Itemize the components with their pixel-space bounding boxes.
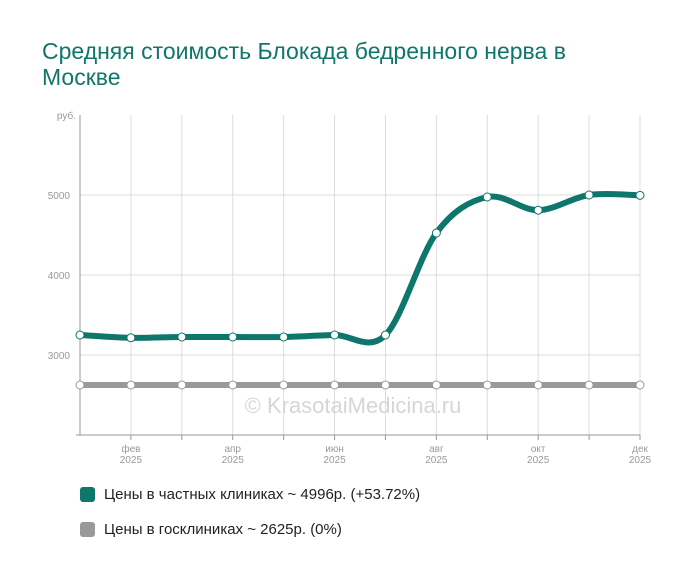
data-point [482, 192, 492, 202]
x-tick-label: апр [224, 444, 241, 455]
x-tick-year: 2025 [629, 455, 652, 466]
x-tick-year: 2025 [323, 455, 346, 466]
data-point [330, 380, 340, 390]
legend-swatch [80, 522, 95, 537]
y-axis-unit: руб. [57, 110, 76, 122]
data-point [228, 332, 238, 342]
data-point [584, 190, 594, 200]
chart-title: Средняя стоимость Блокада бедренного нер… [42, 38, 566, 90]
data-point [126, 380, 136, 390]
x-tick-year: 2025 [120, 455, 143, 466]
y-tick-label: 3000 [48, 351, 71, 362]
x-tick-year: 2025 [527, 455, 550, 466]
x-tick-year: 2025 [222, 455, 245, 466]
data-point [279, 332, 289, 342]
legend-label: Цены в частных клиниках ~ 4996р. (+53.72… [104, 486, 421, 503]
data-point [533, 380, 543, 390]
data-point [635, 190, 645, 200]
x-tick-year: 2025 [425, 455, 448, 466]
data-point [330, 330, 340, 340]
data-point [431, 228, 441, 238]
x-tick-label: дек [632, 444, 648, 455]
data-point [228, 380, 238, 390]
x-tick-label: окт [531, 444, 546, 455]
data-point [584, 380, 594, 390]
data-point [431, 380, 441, 390]
data-point [177, 380, 187, 390]
watermark: © KrasotaiMedicina.ru [245, 393, 462, 418]
data-point [279, 380, 289, 390]
data-point [380, 330, 390, 340]
data-point [533, 205, 543, 215]
data-point [380, 380, 390, 390]
series-line [77, 190, 643, 346]
legend-label: Цены в госклиниках ~ 2625р. (0%) [104, 521, 342, 538]
data-point [635, 380, 645, 390]
x-tick-label: авг [429, 444, 444, 455]
y-tick-label: 5000 [48, 191, 71, 202]
legend-swatch [80, 487, 95, 502]
x-tick-label: июн [325, 444, 344, 455]
y-tick-label: 4000 [48, 271, 71, 282]
data-point [126, 333, 136, 343]
data-point [482, 380, 492, 390]
legend-item-public[interactable]: Цены в госклиниках ~ 2625р. (0%) [80, 521, 342, 538]
data-point [75, 380, 85, 390]
data-point [75, 330, 85, 340]
data-point [177, 332, 187, 342]
x-tick-label: фев [121, 443, 140, 455]
legend-item-private[interactable]: Цены в частных клиниках ~ 4996р. (+53.72… [80, 486, 420, 503]
